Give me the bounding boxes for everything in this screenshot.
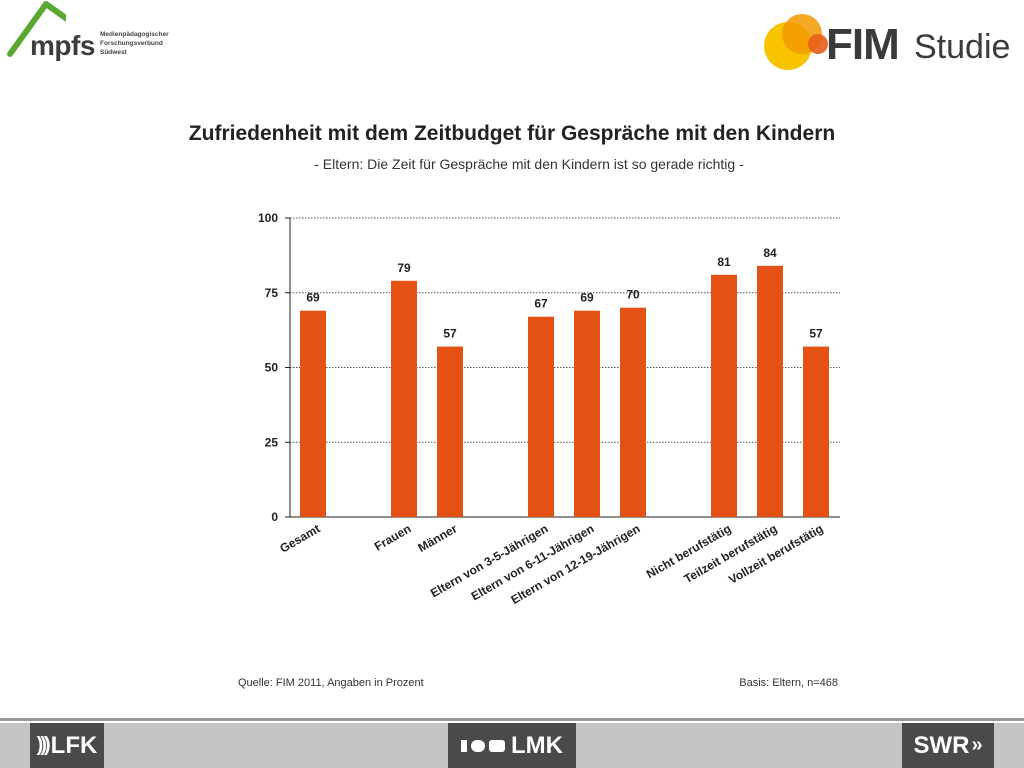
mpfs-roof-icon (7, 1, 66, 57)
data-label: 84 (763, 246, 777, 260)
data-label: 81 (717, 255, 731, 269)
swr-logo: SWR » (902, 723, 994, 768)
bar (528, 316, 554, 517)
y-tick-label: 0 (271, 510, 278, 524)
fim-studie-logo: FIM Studie (760, 8, 1015, 78)
data-label: 79 (397, 261, 411, 275)
x-tick-label: Gesamt (277, 521, 322, 555)
mpfs-subtitle-line: Medienpädagogischer (100, 31, 169, 38)
data-label: 57 (443, 327, 457, 341)
lfk-logo-text: LFK (50, 731, 98, 759)
mpfs-subtitle-line: Forschungsverbund (100, 40, 163, 47)
swr-logo-text: SWR (913, 731, 970, 759)
y-tick-label: 50 (265, 361, 279, 375)
x-tick-label: Frauen (372, 521, 414, 553)
data-label: 69 (306, 291, 320, 305)
lfk-logo: ))) LFK (30, 723, 104, 768)
bar (300, 310, 326, 517)
chart-title: Zufriedenheit mit dem Zeitbudget für Ges… (188, 122, 836, 145)
chart-subtitle: - Eltern: Die Zeit für Gespräche mit den… (314, 156, 744, 172)
basis-note: Basis: Eltern, n=468 (739, 677, 838, 689)
bar (803, 346, 829, 517)
data-label: 69 (580, 291, 594, 305)
data-label: 70 (626, 288, 640, 302)
source-note: Quelle: FIM 2011, Angaben in Prozent (238, 677, 424, 689)
fim-logo-bold: FIM (826, 20, 900, 69)
bar (574, 310, 600, 517)
bar-chart: 025507510069Gesamt79Frauen57Männer67Elte… (258, 211, 840, 607)
bar (437, 346, 463, 517)
fim-circles-icon (764, 14, 828, 70)
mpfs-subtitle-line: Südwest (100, 49, 127, 56)
mpfs-logo-subtitle: Medienpädagogischer Forschungsverbund Sü… (100, 30, 180, 57)
x-tick-label: Männer (416, 521, 460, 555)
bar (757, 265, 783, 517)
data-label: 57 (809, 327, 823, 341)
bar (391, 280, 417, 517)
data-label: 67 (534, 297, 548, 311)
bar (620, 307, 646, 517)
bar (711, 274, 737, 517)
footer-divider (0, 718, 1024, 721)
fim-logo-light: Studie (914, 28, 1011, 66)
lfk-bars-icon: ))) (36, 734, 51, 756)
lmk-logo: LMK (448, 723, 576, 768)
footer-bar: ))) LFK LMK SWR » (0, 718, 1024, 768)
y-tick-label: 100 (258, 211, 278, 225)
y-tick-label: 25 (265, 435, 279, 449)
mpfs-logo: mpfs Medienpädagogischer Forschungsverbu… (6, 0, 176, 70)
lmk-logo-text: LMK (511, 731, 563, 759)
lmk-shapes-icon (461, 739, 505, 752)
y-tick-label: 75 (265, 286, 279, 300)
mpfs-logo-text: mpfs (30, 30, 95, 61)
swr-arrows-icon: » (971, 734, 983, 756)
